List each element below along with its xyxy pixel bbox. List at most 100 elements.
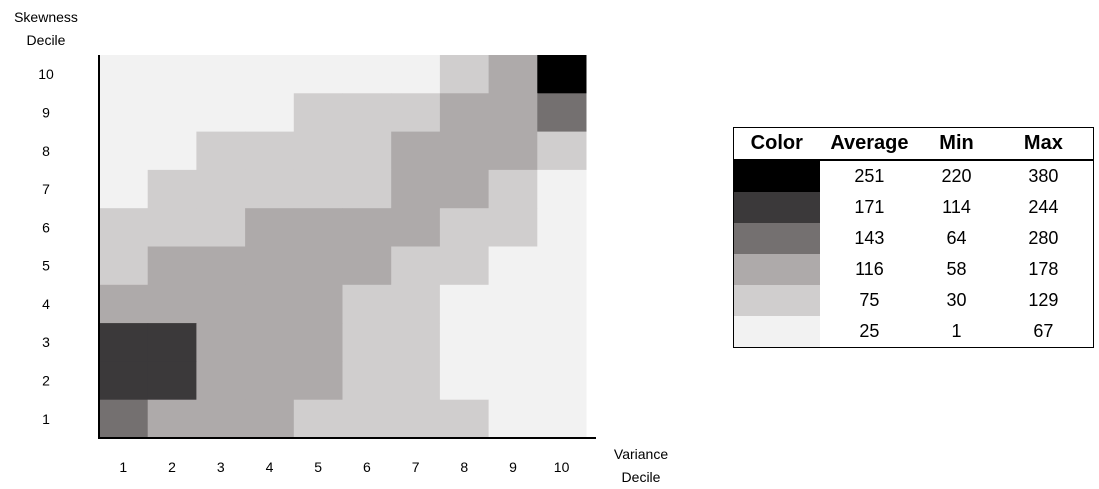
heatmap-cell-s3-v2 bbox=[147, 323, 197, 362]
heatmap-cell-s7-v2 bbox=[147, 169, 197, 209]
y-tick-label: 9 bbox=[42, 104, 50, 120]
heatmap-cell-s9-v3 bbox=[196, 93, 246, 133]
y-tick-label: 4 bbox=[42, 296, 50, 312]
legend-row: 75 30 129 bbox=[733, 285, 1094, 316]
heatmap-cell-s5-v5 bbox=[293, 246, 343, 286]
heatmap-cell-s6-v8 bbox=[439, 208, 490, 247]
heatmap-cell-s1-v6 bbox=[342, 399, 392, 439]
x-tick-label: 9 bbox=[509, 459, 517, 475]
legend-average-value: 25 bbox=[859, 321, 880, 341]
heatmap-cell-s2-v5 bbox=[293, 361, 343, 401]
heatmap-cell-s2-v8 bbox=[439, 361, 490, 401]
heatmap-cell-s2-v2 bbox=[147, 361, 197, 401]
heatmap-cell-s10-v9 bbox=[488, 55, 538, 94]
heatmap-cell-s8-v1 bbox=[99, 131, 149, 171]
heatmap-cell-s4-v8 bbox=[439, 284, 490, 324]
legend-header-color: Color bbox=[733, 127, 820, 161]
heatmap-cell-s5-v4 bbox=[245, 246, 295, 286]
legend-average-value: 251 bbox=[854, 166, 885, 186]
heatmap-cell-s4-v7 bbox=[391, 284, 441, 324]
legend-max-value: 380 bbox=[1028, 166, 1059, 186]
x-tick-label: 4 bbox=[266, 459, 274, 475]
heatmap-cell-s4-v9 bbox=[488, 284, 538, 324]
heatmap-cell-s5-v1 bbox=[99, 246, 149, 286]
y-tick-labels: 1 2 3 4 5 6 7 8 9 10 bbox=[38, 66, 54, 427]
legend-header-average: Average bbox=[819, 127, 920, 161]
heatmap-cell-s1-v7 bbox=[391, 399, 441, 439]
heatmap-cell-s6-v6 bbox=[342, 208, 392, 247]
heatmap-cell-s8-v3 bbox=[196, 131, 246, 171]
y-tick-label: 2 bbox=[42, 373, 50, 389]
heatmap-cell-s3-v9 bbox=[488, 323, 538, 362]
heatmap-cell-s1-v5 bbox=[293, 399, 343, 439]
x-tick-label: 2 bbox=[168, 459, 176, 475]
legend-body: 251 220 380 171 114 244 143 64 280 116 58 178 75 30 12… bbox=[733, 160, 1094, 348]
y-tick-label: 7 bbox=[42, 181, 50, 197]
x-tick-label: 5 bbox=[314, 459, 322, 475]
heatmap-cell-s4-v6 bbox=[342, 284, 392, 324]
heatmap-cell-s4-v1 bbox=[99, 284, 149, 324]
legend-header-max: Max bbox=[993, 127, 1094, 161]
heatmap-cell-s6-v5 bbox=[293, 208, 343, 247]
legend-max-value: 244 bbox=[1028, 197, 1059, 217]
heatmap-cell-s6-v3 bbox=[196, 208, 246, 247]
heatmap-cell-s9-v9 bbox=[488, 93, 538, 133]
legend-header-row: Color Average Min Max bbox=[733, 127, 1094, 161]
heatmap-cell-s6-v7 bbox=[391, 208, 441, 247]
heatmap-cell-s10-v8 bbox=[439, 55, 490, 94]
heatmap-cell-s2-v1 bbox=[99, 361, 149, 401]
heatmap-cell-s10-v10 bbox=[537, 55, 587, 94]
legend-color-swatch bbox=[733, 254, 820, 285]
x-tick-label: 10 bbox=[554, 459, 570, 475]
x-tick-label: 7 bbox=[412, 459, 420, 475]
y-tick-label: 8 bbox=[42, 143, 50, 159]
heatmap-cell-s8-v4 bbox=[245, 131, 295, 171]
color-legend-table: Color Average Min Max 251 220 380 171 114 244… bbox=[733, 127, 1094, 348]
heatmap-cell-s3-v10 bbox=[537, 323, 587, 362]
legend-average-value: 116 bbox=[855, 259, 884, 279]
heatmap-cell-s6-v2 bbox=[147, 208, 197, 247]
heatmap-cell-s1-v3 bbox=[196, 399, 246, 439]
x-tick-label: 1 bbox=[119, 459, 127, 475]
heatmap-cell-s9-v6 bbox=[342, 93, 392, 133]
legend-color-swatch bbox=[733, 160, 820, 192]
heatmap-cell-s5-v3 bbox=[196, 246, 246, 286]
legend-max-value: 280 bbox=[1028, 228, 1059, 248]
heatmap-cell-s2-v3 bbox=[196, 361, 246, 401]
heatmap-cell-s10-v2 bbox=[147, 55, 197, 94]
y-tick-label: 5 bbox=[42, 258, 50, 274]
heatmap-cell-s3-v5 bbox=[293, 323, 343, 362]
heatmap-cell-s5-v10 bbox=[537, 246, 587, 286]
legend-min-value: 220 bbox=[941, 166, 972, 186]
x-axis-title-line1: Variance bbox=[614, 446, 668, 462]
legend-average-value: 171 bbox=[854, 197, 885, 217]
heatmap-cell-s2-v9 bbox=[488, 361, 538, 401]
heatmap-cell-s3-v8 bbox=[439, 323, 490, 362]
heatmap-cell-s8-v10 bbox=[537, 131, 587, 171]
y-tick-label: 1 bbox=[42, 411, 50, 427]
heatmap-cell-s7-v7 bbox=[391, 169, 441, 209]
heatmap-cell-s9-v5 bbox=[293, 93, 343, 133]
heatmap-cell-s6-v9 bbox=[488, 208, 538, 247]
heatmap-cell-s7-v4 bbox=[245, 169, 295, 209]
heatmap-cell-s7-v10 bbox=[537, 169, 587, 209]
heatmap-cell-s2-v7 bbox=[391, 361, 441, 401]
heatmap-cell-s9-v7 bbox=[391, 93, 441, 133]
heatmap-cell-s9-v1 bbox=[99, 93, 149, 133]
heatmap-cell-s4-v2 bbox=[147, 284, 197, 324]
heatmap-cell-s3-v6 bbox=[342, 323, 392, 362]
heatmap-cell-s2-v10 bbox=[537, 361, 587, 401]
heatmap-cell-s7-v6 bbox=[342, 169, 392, 209]
heatmap-cell-s10-v1 bbox=[99, 55, 149, 94]
y-tick-label: 10 bbox=[38, 66, 54, 82]
heatmap-cell-s5-v8 bbox=[439, 246, 490, 286]
heatmap-cell-s9-v10 bbox=[537, 93, 587, 133]
heatmap-cell-s5-v7 bbox=[391, 246, 441, 286]
heatmap-cell-s5-v9 bbox=[488, 246, 538, 286]
heatmap-cell-s6-v10 bbox=[537, 208, 587, 247]
heatmap-cell-s4-v5 bbox=[293, 284, 343, 324]
legend-row: 171 114 244 bbox=[733, 192, 1094, 223]
heatmap-cell-s7-v8 bbox=[439, 169, 490, 209]
heatmap-cell-s8-v2 bbox=[147, 131, 197, 171]
